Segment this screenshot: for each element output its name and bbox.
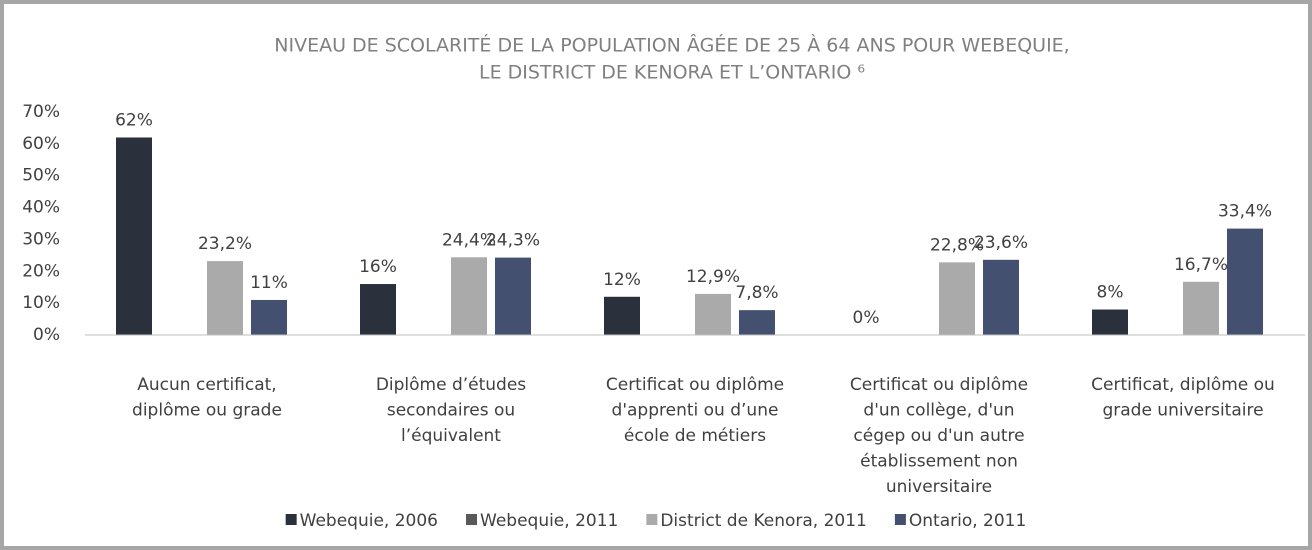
legend-swatch — [646, 514, 658, 525]
bar — [695, 293, 731, 335]
legend-label: Webequie, 2006 — [300, 511, 438, 531]
x-tick-label: d'un collège, d'un — [863, 401, 1014, 421]
bar — [983, 259, 1019, 335]
legend-swatch — [466, 514, 478, 525]
x-tick-label: école de métiers — [624, 426, 766, 446]
x-tick-label: secondaires ou — [387, 401, 515, 421]
x-tick-label: Aucun certificat, — [137, 375, 276, 395]
bar — [207, 261, 243, 335]
x-tick-label: universitaire — [886, 477, 992, 497]
x-tick-label: diplôme ou grade — [132, 401, 282, 421]
legend-label: Ontario, 2011 — [909, 511, 1026, 531]
y-tick-label: 30% — [22, 229, 60, 249]
data-label: 0% — [853, 308, 880, 328]
bar — [1092, 309, 1128, 335]
data-label: 23,6% — [974, 233, 1028, 253]
data-label: 24,4% — [442, 230, 496, 250]
data-label: 12% — [603, 270, 641, 290]
x-tick-label: grade universitaire — [1102, 401, 1263, 421]
data-label: 16,7% — [1174, 255, 1228, 275]
bar — [1183, 281, 1219, 335]
legend-label: District de Kenora, 2011 — [660, 511, 867, 531]
y-tick-label: 70% — [22, 102, 60, 122]
y-tick-label: 40% — [22, 198, 60, 218]
bar — [1227, 228, 1263, 335]
bar — [451, 257, 487, 335]
bar — [360, 284, 396, 335]
data-label: 33,4% — [1218, 202, 1272, 222]
bar — [939, 262, 975, 335]
data-label: 22,8% — [930, 235, 984, 255]
bar — [604, 296, 640, 335]
x-tick-label: Certificat ou diplôme — [606, 375, 784, 395]
x-tick-label: Certificat, diplôme ou — [1091, 375, 1275, 395]
x-tick-label: Certificat ou diplôme — [850, 375, 1028, 395]
x-tick-label: l’équivalent — [401, 426, 501, 446]
data-label: 16% — [359, 257, 397, 277]
y-tick-label: 60% — [22, 134, 60, 154]
data-label: 24,3% — [486, 231, 540, 251]
y-tick-label: 10% — [22, 293, 60, 313]
data-label: 12,9% — [686, 267, 740, 287]
chart-title: LE DISTRICT DE KENORA ET L’ONTARIO ⁶ — [479, 62, 865, 84]
data-label: 8% — [1097, 283, 1124, 303]
x-tick-label: Diplôme d’études — [376, 375, 526, 395]
legend-swatch — [285, 514, 297, 525]
legend-label: Webequie, 2011 — [480, 511, 618, 531]
bar — [251, 299, 287, 335]
bar — [495, 257, 531, 335]
x-tick-label: d'apprenti ou d’une — [612, 401, 779, 421]
chart-title: NIVEAU DE SCOLARITÉ DE LA POPULATION ÂGÉ… — [274, 34, 1069, 57]
x-tick-label: cégep ou d'un autre — [853, 426, 1024, 446]
y-tick-label: 50% — [22, 166, 60, 186]
data-label: 23,2% — [198, 234, 252, 254]
data-label: 7,8% — [735, 283, 778, 303]
data-label: 11% — [250, 273, 288, 293]
legend-swatch — [894, 514, 906, 525]
bar — [739, 310, 775, 335]
data-label: 62% — [115, 110, 153, 130]
x-tick-label: établissement non — [860, 452, 1018, 472]
bar — [116, 137, 152, 335]
y-tick-label: 0% — [33, 325, 60, 345]
y-tick-label: 20% — [22, 261, 60, 281]
